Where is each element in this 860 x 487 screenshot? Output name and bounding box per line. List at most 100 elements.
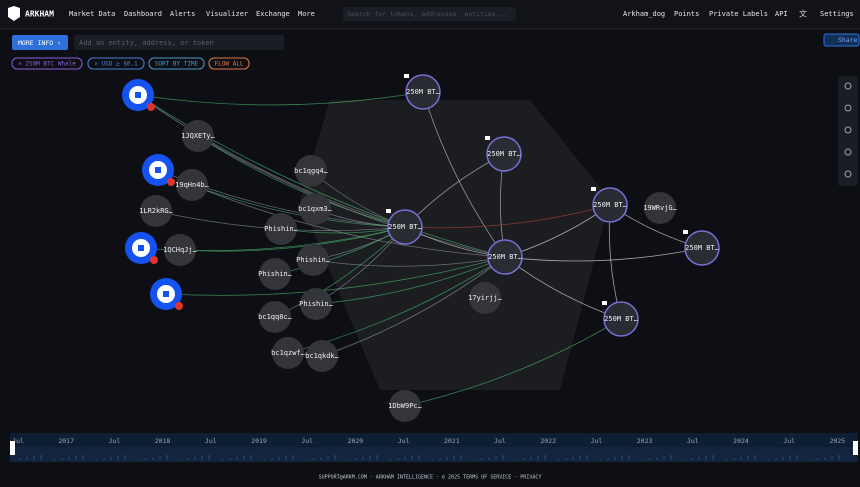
timeline-label: 2025	[830, 437, 846, 445]
node-label: 1LR2kRG…	[139, 207, 173, 215]
address-node[interactable]	[182, 120, 214, 152]
entity-input[interactable]	[74, 35, 284, 50]
address-node[interactable]	[295, 155, 327, 187]
node-label: Phishin…	[296, 256, 330, 264]
timeline-label: Jul	[301, 437, 313, 445]
nav-right-item[interactable]: Arkham_dog	[623, 10, 665, 18]
nav-item[interactable]: Market Data	[69, 10, 115, 18]
lock-icon	[404, 74, 409, 78]
edge	[137, 94, 506, 258]
lock-icon	[386, 209, 391, 213]
node-label: 1JQXETy…	[181, 132, 215, 140]
nav-item[interactable]: Alerts	[170, 10, 195, 18]
address-node[interactable]	[140, 195, 172, 227]
side-tool[interactable]	[844, 82, 852, 90]
exchange-logo-cut	[155, 167, 161, 173]
entity-input-placeholder: Add an entity, address, or token	[79, 39, 214, 47]
filter-chip[interactable]	[87, 57, 145, 70]
side-tool[interactable]	[844, 170, 852, 178]
address-node[interactable]	[265, 213, 297, 245]
more-info-button[interactable]	[12, 35, 68, 50]
edge	[315, 256, 506, 305]
timeline-handle[interactable]	[853, 441, 858, 455]
entity-node[interactable]	[387, 209, 423, 245]
status-dot	[147, 103, 155, 111]
node-label: Phishin…	[264, 225, 298, 233]
filter-chip-label: × 250M BTC Whale	[18, 61, 76, 68]
node-label: 250M BT…	[388, 223, 422, 231]
edge	[404, 204, 611, 229]
address-node[interactable]	[299, 193, 331, 225]
share-button[interactable]	[823, 33, 860, 47]
search-placeholder: Search for tokens, addresses, entities..…	[347, 10, 507, 18]
timeline-label: Jul	[205, 437, 217, 445]
address-node[interactable]	[164, 234, 196, 266]
node-label: 250M BT…	[604, 315, 638, 323]
side-tool[interactable]	[844, 104, 852, 112]
timeline-handle[interactable]	[10, 441, 15, 455]
address-node[interactable]	[259, 258, 291, 290]
entity-node[interactable]	[684, 230, 720, 266]
exchange-logo-cut	[163, 291, 169, 297]
node-label: bc1qkdk…	[305, 352, 339, 360]
nav-right-item[interactable]: Private Labels	[709, 10, 768, 18]
timeline-label: 2020	[348, 437, 364, 445]
logo: ARKHAM	[25, 10, 54, 19]
entity-node[interactable]	[592, 187, 628, 223]
node-label: 250M BT…	[685, 244, 719, 252]
address-node[interactable]	[644, 192, 676, 224]
nav-item[interactable]: Exchange	[256, 10, 290, 18]
timeline-label: Jul	[783, 437, 795, 445]
nav-item[interactable]: Dashboard	[124, 10, 162, 18]
nav-right-item[interactable]: Settings	[820, 10, 854, 18]
node-label: 250M BT…	[488, 253, 522, 261]
search-box[interactable]	[343, 7, 516, 21]
node-label: bc1qxm3…	[298, 205, 332, 213]
edge	[404, 318, 622, 407]
nav-right-item[interactable]: Points	[674, 10, 699, 18]
address-node[interactable]	[272, 337, 304, 369]
address-node[interactable]	[389, 390, 421, 422]
entity-node[interactable]	[405, 74, 441, 110]
exchange-logo-cut	[138, 245, 144, 251]
node-label: 19qHn4b…	[175, 181, 209, 189]
timeline-scale	[10, 433, 858, 447]
share-label: Share	[838, 36, 858, 44]
timeline-label: Jul	[494, 437, 506, 445]
timeline-label: Jul	[687, 437, 699, 445]
address-node[interactable]	[469, 282, 501, 314]
edge	[504, 247, 703, 262]
status-dot	[175, 302, 183, 310]
timeline-label: 2021	[444, 437, 460, 445]
filter-chip[interactable]	[208, 57, 250, 70]
logo-icon	[8, 6, 20, 21]
address-node[interactable]	[300, 288, 332, 320]
node-label: 1DbW9Pc…	[388, 402, 422, 410]
more-info-label: MORE INFO ›	[18, 39, 61, 47]
edge	[165, 256, 506, 296]
nav-item[interactable]: Visualizer	[206, 10, 248, 18]
filter-chip[interactable]	[11, 57, 83, 70]
node-label: bc1qzwf…	[271, 349, 305, 357]
nav-right-item[interactable]: API	[775, 10, 788, 18]
entity-node[interactable]	[486, 136, 522, 172]
side-tool[interactable]	[844, 148, 852, 156]
entity-node[interactable]	[487, 239, 523, 275]
node-label: Phishin…	[299, 300, 333, 308]
address-node[interactable]	[259, 301, 291, 333]
address-node[interactable]	[306, 340, 338, 372]
address-node[interactable]	[176, 169, 208, 201]
edge	[191, 184, 506, 258]
nav-item[interactable]: More	[298, 10, 315, 18]
filter-chip[interactable]	[148, 57, 205, 70]
node-label: 250M BT…	[487, 150, 521, 158]
timeline-label: 2018	[155, 437, 171, 445]
side-tool[interactable]	[844, 126, 852, 134]
entity-node[interactable]	[603, 301, 639, 337]
status-dot	[150, 256, 158, 264]
edge	[197, 135, 406, 228]
node-label: 17yirjj…	[468, 294, 502, 302]
address-node[interactable]	[297, 244, 329, 276]
